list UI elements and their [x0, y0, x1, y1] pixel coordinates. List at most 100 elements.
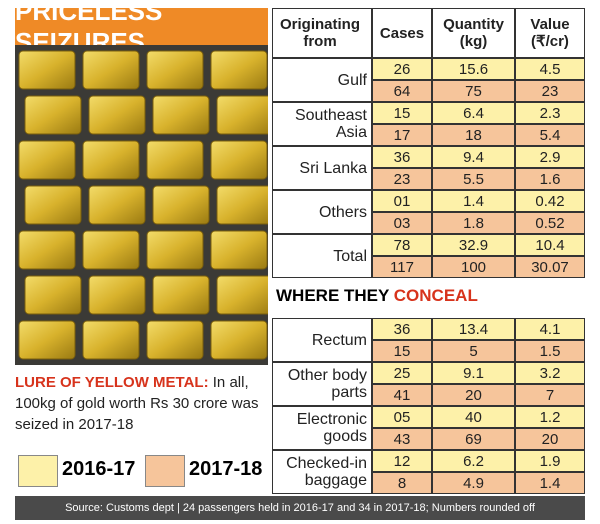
- gold-bar: [152, 95, 210, 135]
- cell-value: 6.4: [432, 102, 515, 124]
- gold-bar: [82, 320, 140, 360]
- cell-value: 12: [372, 450, 432, 472]
- cell-value: 40: [432, 406, 515, 428]
- gold-bar: [24, 185, 82, 225]
- cell-value: 1.4: [432, 190, 515, 212]
- gold-bar: [146, 140, 204, 180]
- gold-bar: [146, 320, 204, 360]
- row-label: Rectum: [272, 318, 372, 362]
- cell-value: 5.4: [515, 124, 585, 146]
- cell-value: 15: [372, 340, 432, 362]
- caption-lead: LURE OF YELLOW METAL:: [15, 374, 209, 391]
- column-header: Originating from: [272, 8, 372, 58]
- cell-value: 2.9: [515, 146, 585, 168]
- column-header: Cases: [372, 8, 432, 58]
- cell-value: 0.42: [515, 190, 585, 212]
- source: Source: Customs dept | 24 passengers hel…: [15, 496, 585, 520]
- gold-bar: [18, 320, 76, 360]
- cell-value: 9.4: [432, 146, 515, 168]
- cell-value: 100: [432, 256, 515, 278]
- title: PRICELESS SEIZURES: [15, 0, 268, 57]
- cell-value: 5.5: [432, 168, 515, 190]
- cell-value: 05: [372, 406, 432, 428]
- cell-value: 75: [432, 80, 515, 102]
- cell-value: 43: [372, 428, 432, 450]
- gold-bar: [82, 50, 140, 90]
- cell-value: 1.2: [515, 406, 585, 428]
- gold-bar: [18, 140, 76, 180]
- heading-prefix: WHERE THEY: [276, 286, 390, 305]
- cell-value: 10.4: [515, 234, 585, 256]
- gold-bar: [88, 95, 146, 135]
- row-label: Gulf: [272, 58, 372, 102]
- gold-bar: [152, 275, 210, 315]
- column-header: Value (₹/cr): [515, 8, 585, 58]
- row-label: Checked-in baggage: [272, 450, 372, 494]
- cell-value: 36: [372, 318, 432, 340]
- gold-bar: [210, 320, 268, 360]
- cell-value: 4.1: [515, 318, 585, 340]
- cell-value: 8: [372, 472, 432, 494]
- cell-value: 64: [372, 80, 432, 102]
- cell-value: 6.2: [432, 450, 515, 472]
- legend-swatch: [145, 455, 185, 487]
- heading-highlight: CONCEAL: [393, 286, 478, 305]
- cell-value: 1.9: [515, 450, 585, 472]
- gold-bar: [210, 140, 268, 180]
- gold-bar: [152, 185, 210, 225]
- gold-bar: [146, 230, 204, 270]
- gold-bar: [216, 185, 268, 225]
- cell-value: 26: [372, 58, 432, 80]
- cell-value: 7: [515, 384, 585, 406]
- gold-bar: [18, 50, 76, 90]
- row-label: Electronic goods: [272, 406, 372, 450]
- legend-label: 2017-18: [189, 458, 263, 480]
- gold-photo: [15, 45, 268, 365]
- cell-value: 18: [432, 124, 515, 146]
- cell-value: 41: [372, 384, 432, 406]
- cell-value: 5: [432, 340, 515, 362]
- gold-bar: [216, 275, 268, 315]
- gold-bar: [24, 275, 82, 315]
- cell-value: 1.6: [515, 168, 585, 190]
- cell-value: 15: [372, 102, 432, 124]
- cell-value: 1.5: [515, 340, 585, 362]
- caption-text: In all, 100kg of gold worth Rs 30 crore …: [15, 374, 259, 433]
- caption: LURE OF YELLOW METAL: In all, 100kg of g…: [15, 372, 270, 435]
- gold-bar: [216, 95, 268, 135]
- row-label: Southeast Asia: [272, 102, 372, 146]
- legend-swatch: [18, 455, 58, 487]
- cell-value: 23: [372, 168, 432, 190]
- gold-bar: [82, 230, 140, 270]
- column-header: Quantity (kg): [432, 8, 515, 58]
- cell-value: 17: [372, 124, 432, 146]
- cell-value: 69: [432, 428, 515, 450]
- row-label: Other body parts: [272, 362, 372, 406]
- cell-value: 25: [372, 362, 432, 384]
- gold-bar: [88, 185, 146, 225]
- gold-bar: [210, 230, 268, 270]
- cell-value: 20: [515, 428, 585, 450]
- cell-value: 1.8: [432, 212, 515, 234]
- gold-bar: [18, 230, 76, 270]
- cell-value: 20: [432, 384, 515, 406]
- cell-value: 32.9: [432, 234, 515, 256]
- row-label: Total: [272, 234, 372, 278]
- cell-value: 15.6: [432, 58, 515, 80]
- gold-bar: [210, 50, 268, 90]
- cell-value: 78: [372, 234, 432, 256]
- cell-value: 9.1: [432, 362, 515, 384]
- cell-value: 117: [372, 256, 432, 278]
- cell-value: 13.4: [432, 318, 515, 340]
- gold-bar: [146, 50, 204, 90]
- cell-value: 36: [372, 146, 432, 168]
- cell-value: 23: [515, 80, 585, 102]
- row-label: Sri Lanka: [272, 146, 372, 190]
- cell-value: 01: [372, 190, 432, 212]
- gold-bar: [82, 140, 140, 180]
- cell-value: 03: [372, 212, 432, 234]
- cell-value: 4.5: [515, 58, 585, 80]
- cell-value: 30.07: [515, 256, 585, 278]
- cell-value: 3.2: [515, 362, 585, 384]
- cell-value: 1.4: [515, 472, 585, 494]
